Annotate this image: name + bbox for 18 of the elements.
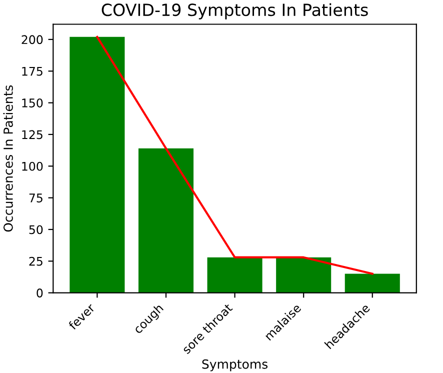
y-tick-label: 50	[29, 225, 43, 234]
line-series	[96, 36, 374, 275]
y-tick-label: 175	[22, 66, 42, 76]
bar	[276, 257, 332, 293]
x-axis-title: Symptoms	[202, 359, 268, 372]
y-tick-label: 200	[22, 35, 43, 44]
bar	[138, 148, 194, 293]
y-tick-label: 100	[22, 162, 43, 171]
y-axis-title: Occurrences In Patients	[3, 85, 13, 232]
y-tick-label: 25	[29, 256, 42, 266]
bar	[70, 36, 125, 293]
bar	[344, 274, 400, 293]
chart-title: COVID-19 Symptoms In Patients	[102, 3, 368, 20]
bar	[207, 257, 262, 293]
y-tick-label: 125	[22, 130, 42, 140]
y-tick-label: 75	[29, 194, 42, 202]
y-tick-label: 0	[36, 288, 43, 298]
y-tick-label: 150	[22, 98, 43, 108]
